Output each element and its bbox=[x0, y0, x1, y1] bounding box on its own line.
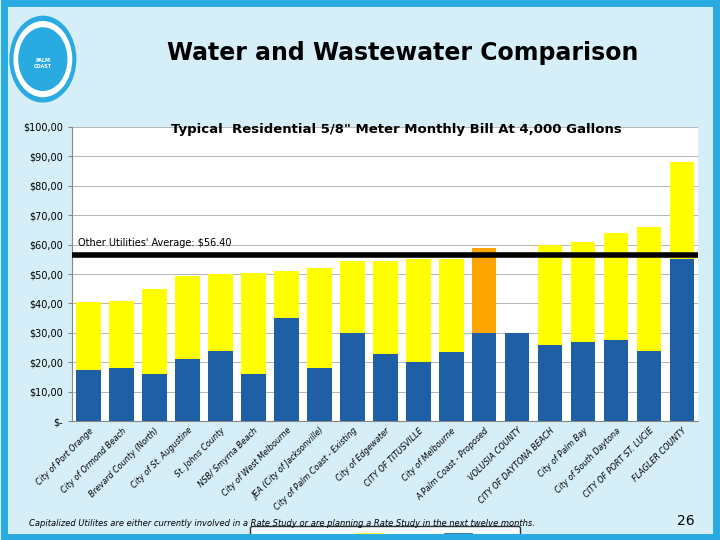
Bar bbox=[438, 259, 464, 352]
Text: 26: 26 bbox=[678, 514, 695, 528]
Bar bbox=[373, 261, 397, 354]
Bar bbox=[208, 274, 233, 350]
Legend: Average, Sewer, Water: Average, Sewer, Water bbox=[250, 526, 521, 540]
Bar bbox=[406, 259, 431, 362]
Circle shape bbox=[14, 22, 71, 97]
Bar bbox=[571, 342, 595, 421]
Bar bbox=[274, 271, 299, 318]
Bar bbox=[340, 333, 364, 421]
Bar bbox=[538, 245, 562, 345]
Text: PALM
COAST: PALM COAST bbox=[34, 58, 52, 69]
Bar bbox=[406, 362, 431, 421]
Bar bbox=[241, 273, 266, 374]
Bar bbox=[636, 350, 661, 421]
Text: Other Utilities' Average: $56.40: Other Utilities' Average: $56.40 bbox=[78, 238, 232, 248]
Text: Water and Wastewater Comparison: Water and Wastewater Comparison bbox=[166, 41, 638, 65]
Bar bbox=[438, 352, 464, 421]
Bar bbox=[571, 242, 595, 342]
Bar bbox=[603, 340, 629, 421]
Bar bbox=[472, 333, 497, 421]
Bar bbox=[670, 259, 694, 421]
Bar bbox=[670, 162, 694, 259]
Bar bbox=[340, 261, 364, 333]
Bar bbox=[241, 374, 266, 421]
Bar bbox=[76, 302, 101, 370]
Bar bbox=[175, 360, 199, 421]
Bar bbox=[505, 333, 529, 421]
Bar bbox=[142, 374, 167, 421]
Bar bbox=[636, 227, 661, 350]
Bar bbox=[76, 370, 101, 421]
Bar bbox=[307, 268, 332, 368]
Bar bbox=[175, 275, 199, 360]
Bar bbox=[472, 247, 497, 333]
Bar bbox=[307, 368, 332, 421]
Bar bbox=[603, 233, 629, 340]
Bar bbox=[109, 301, 134, 368]
Bar bbox=[274, 318, 299, 421]
Bar bbox=[538, 345, 562, 421]
Bar bbox=[109, 368, 134, 421]
Circle shape bbox=[10, 16, 76, 102]
Bar bbox=[142, 289, 167, 374]
Text: Typical  Residential 5/8" Meter Monthly Bill At 4,000 Gallons: Typical Residential 5/8" Meter Monthly B… bbox=[171, 123, 621, 136]
Circle shape bbox=[19, 28, 67, 90]
Bar bbox=[373, 354, 397, 421]
Text: Capitalized Utilites are either currently involved in a Rate Study or are planni: Capitalized Utilites are either currentl… bbox=[29, 519, 535, 528]
Bar bbox=[208, 350, 233, 421]
